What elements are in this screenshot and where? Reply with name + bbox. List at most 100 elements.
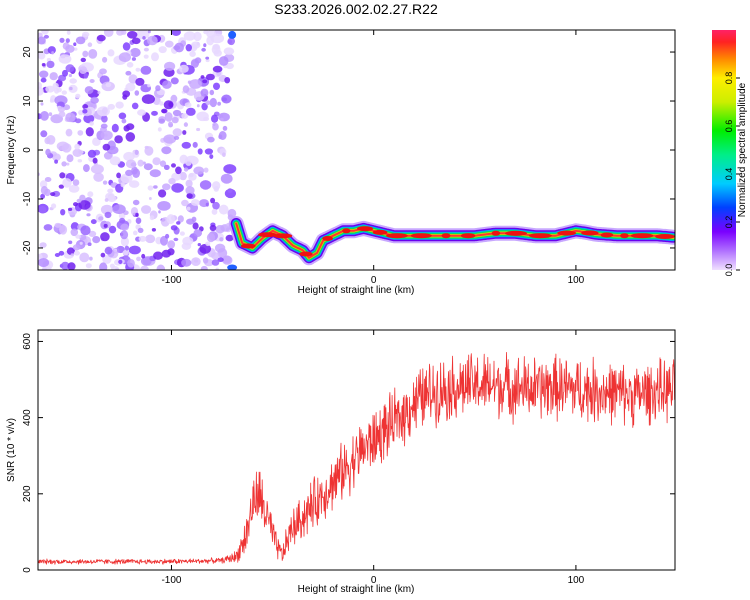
noise-blob <box>142 36 146 40</box>
noise-blob <box>90 164 104 174</box>
noise-blob <box>73 250 80 256</box>
noise-blob <box>205 56 210 60</box>
track-hotspot <box>528 233 552 239</box>
noise-blob <box>199 243 211 254</box>
noise-blob <box>125 70 132 76</box>
noise-blob <box>189 79 202 89</box>
noise-blob <box>122 250 129 256</box>
noise-blob <box>183 122 188 127</box>
noise-blob <box>174 42 184 53</box>
noise-blob <box>172 128 182 137</box>
noise-blob <box>211 259 220 266</box>
snr-ylabel: SNR (10 * v/v) <box>6 418 17 482</box>
noise-blob <box>133 230 138 236</box>
noise-blob <box>90 103 93 108</box>
noise-blob <box>172 109 182 117</box>
noise-blob <box>120 223 129 231</box>
x-tick-label: -100 <box>161 275 181 286</box>
noise-blob <box>134 90 140 96</box>
y-tick-label: 200 <box>22 485 33 502</box>
noise-blob <box>175 166 182 175</box>
noise-blob <box>54 253 61 257</box>
noise-blob <box>151 228 156 232</box>
noise-blob <box>74 118 82 124</box>
noise-blob <box>203 116 210 122</box>
noise-blob <box>68 184 80 193</box>
noise-blob <box>158 46 167 54</box>
noise-blob <box>70 228 79 237</box>
noise-blob <box>185 179 193 188</box>
noise-blob <box>45 85 55 93</box>
noise-blob <box>196 127 201 132</box>
spectrogram-xlabel: Height of straight line (km) <box>298 285 415 296</box>
noise-blob <box>97 90 101 95</box>
noise-blob <box>143 163 153 171</box>
noise-blob <box>75 93 81 99</box>
noise-blob <box>57 106 65 113</box>
y-tick-label: 20 <box>22 46 33 58</box>
noise-blob <box>84 86 94 95</box>
noise-blob <box>137 109 146 116</box>
noise-blob <box>225 234 234 242</box>
track-hotspot <box>322 236 333 241</box>
noise-blob <box>107 49 115 57</box>
noise-blob <box>181 141 191 149</box>
noise-blob <box>118 212 126 219</box>
noise-blob <box>77 130 84 136</box>
noise-blob <box>197 243 201 247</box>
noise-blob <box>69 86 73 91</box>
noise-blob <box>60 261 70 270</box>
track-hotspot <box>386 233 408 239</box>
spectrogram-carrier-track <box>227 30 675 270</box>
noise-blob <box>40 185 49 195</box>
noise-blob <box>72 148 83 157</box>
track-hotspot <box>342 228 351 234</box>
noise-blob <box>129 47 141 58</box>
noise-blob <box>227 37 235 46</box>
track-hotspot <box>357 226 373 232</box>
noise-blob <box>118 112 127 120</box>
noise-blob <box>102 255 112 264</box>
noise-blob <box>107 103 116 110</box>
noise-blob <box>41 62 46 67</box>
noise-blob <box>131 102 139 110</box>
noise-blob <box>209 89 215 96</box>
noise-blob <box>181 113 189 119</box>
noise-blob <box>176 221 181 225</box>
colorbar-tick-label: 0.6 <box>724 120 734 133</box>
noise-blob <box>96 106 110 117</box>
noise-blob <box>193 229 202 238</box>
noise-blob <box>41 30 49 35</box>
noise-blob <box>83 73 89 79</box>
noise-blob <box>181 199 189 207</box>
noise-blob <box>102 56 108 63</box>
noise-blob <box>52 153 61 161</box>
noise-blob <box>92 236 101 244</box>
noise-blob <box>104 198 109 202</box>
noise-blob <box>209 97 217 108</box>
noise-blob <box>127 31 138 39</box>
noise-blob <box>209 224 217 232</box>
noise-blob <box>98 216 104 221</box>
noise-blob <box>92 157 98 164</box>
noise-blob <box>43 224 53 231</box>
noise-blob <box>158 210 161 214</box>
track-hotspot <box>258 232 277 238</box>
noise-blob <box>143 47 149 52</box>
noise-blob <box>115 101 124 109</box>
noise-blob <box>109 156 121 166</box>
noise-blob <box>103 223 108 228</box>
noise-blob <box>45 148 51 156</box>
noise-blob <box>54 222 62 228</box>
noise-blob <box>137 159 144 167</box>
snr-panel: -100 0 100 0 200 400 600 Height of straight li… <box>6 329 676 595</box>
noise-blob <box>38 32 43 38</box>
noise-blob <box>79 241 83 245</box>
noise-blob <box>190 199 200 206</box>
noise-blob <box>99 262 108 270</box>
noise-blob <box>181 258 192 267</box>
noise-blob <box>118 259 123 264</box>
noise-blob <box>162 80 172 89</box>
noise-blob <box>75 234 81 239</box>
